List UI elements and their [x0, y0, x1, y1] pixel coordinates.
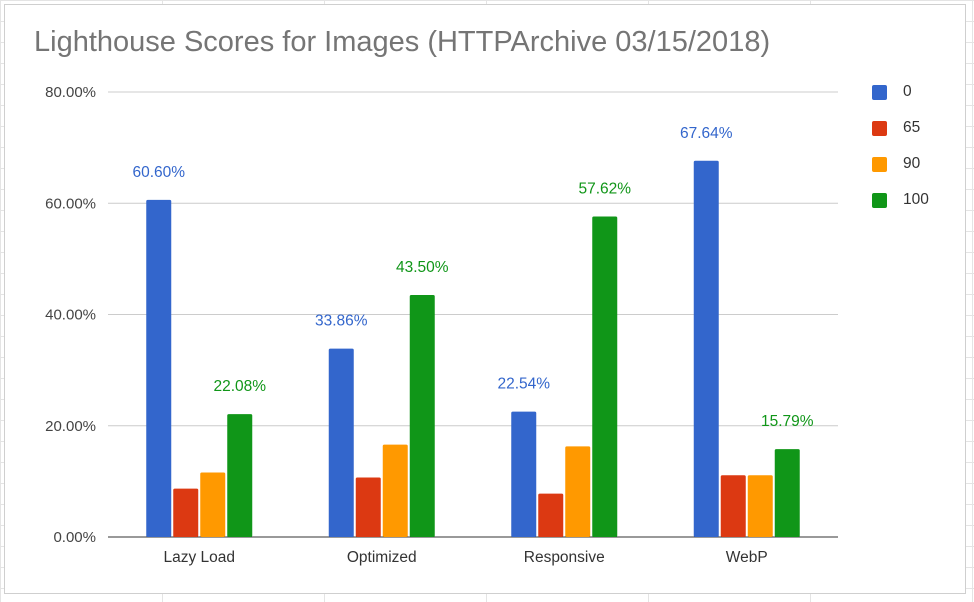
bar-webp-series-100: [774, 449, 800, 537]
bar-responsive-series-0: [511, 411, 537, 537]
y-tick-label: 60.00%: [45, 195, 96, 212]
chart-title: Lighthouse Scores for Images (HTTPArchiv…: [34, 26, 771, 58]
legend-item: 100: [872, 190, 929, 210]
bar-webp-series-0: [693, 160, 719, 537]
legend-label: 100: [903, 191, 929, 208]
bar-responsive-series-90: [565, 446, 591, 537]
bar-lazy-load-series-100: [227, 414, 253, 537]
bar-webp-series-90: [747, 475, 773, 537]
legend-swatch: [872, 192, 887, 208]
legend-label: 0: [903, 83, 912, 100]
bar-optimized-series-65: [355, 477, 381, 537]
y-tick-label: 80.00%: [45, 84, 96, 101]
bar-optimized-series-0: [328, 348, 354, 537]
legend-label: 65: [903, 119, 921, 136]
x-category-label: Responsive: [524, 549, 605, 566]
bar-lazy-load-series-0: [146, 199, 172, 537]
legend-item: 65: [872, 118, 929, 138]
chart-legend: 0 65 90 100: [872, 82, 929, 226]
data-label: 33.86%: [315, 313, 368, 330]
bar-lazy-load-series-65: [173, 488, 199, 537]
data-label: 60.60%: [132, 164, 185, 181]
y-tick-label: 20.00%: [45, 418, 96, 435]
data-label: 57.62%: [578, 180, 631, 197]
legend-item: 0: [872, 82, 929, 102]
legend-swatch: [872, 156, 887, 172]
bar-optimized-series-90: [382, 444, 408, 537]
x-category-label: Lazy Load: [163, 549, 235, 566]
data-label: 22.54%: [497, 376, 550, 393]
legend-item: 90: [872, 154, 929, 174]
data-label: 22.08%: [213, 378, 266, 395]
data-label: 15.79%: [761, 413, 814, 430]
data-label: 43.50%: [396, 259, 449, 276]
bar-lazy-load-series-90: [200, 472, 226, 537]
bar-optimized-series-100: [409, 295, 435, 537]
x-category-label: WebP: [726, 549, 768, 566]
y-tick-label: 40.00%: [45, 307, 96, 324]
x-category-label: Optimized: [347, 549, 417, 566]
legend-swatch: [872, 84, 887, 100]
y-tick-label: 0.00%: [53, 529, 96, 546]
legend-label: 90: [903, 155, 921, 172]
bar-responsive-series-65: [538, 493, 564, 537]
bar-responsive-series-100: [592, 216, 618, 537]
legend-swatch: [872, 120, 887, 136]
data-label: 67.64%: [680, 125, 733, 142]
bar-webp-series-65: [720, 475, 746, 537]
